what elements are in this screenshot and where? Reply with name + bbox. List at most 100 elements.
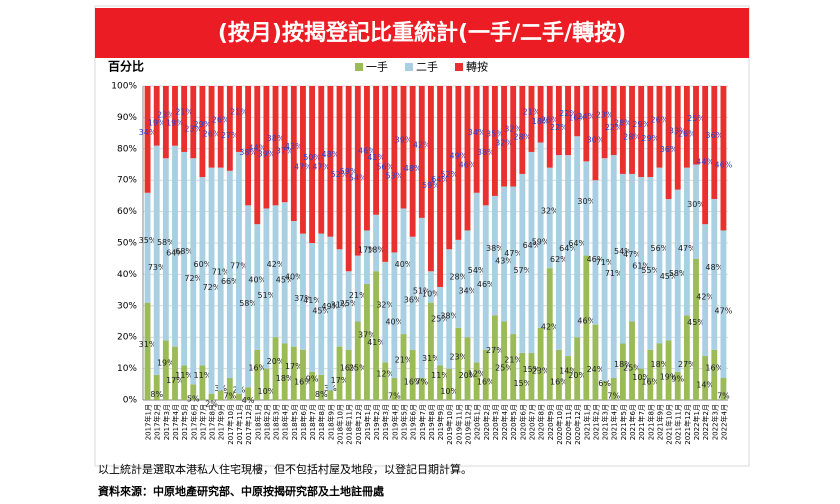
y-tick-label: 90% (117, 113, 137, 123)
bar-segment (592, 324, 599, 400)
bar-segment (702, 224, 709, 357)
data-label: 58% (157, 238, 175, 247)
data-label: 11% (431, 371, 449, 380)
data-label: 31% (331, 300, 349, 309)
bar-segment (711, 86, 718, 200)
data-label: 16% (641, 377, 659, 386)
bar-segment (482, 349, 489, 400)
bar-segment (519, 352, 526, 400)
bar-segment (656, 167, 663, 344)
bar-segment (409, 86, 416, 237)
bar-segment (245, 387, 252, 400)
data-label: 36% (404, 296, 422, 305)
data-label: 29% (632, 120, 650, 129)
x-tick-label: 2017年8月 (208, 404, 217, 440)
data-label: 40% (385, 318, 403, 327)
x-tick-label: 2018年7月 (308, 404, 317, 440)
bar-segment (354, 255, 361, 322)
data-label: 34% (468, 128, 486, 137)
bar-segment (208, 393, 215, 400)
x-tick-label: 2018年2月 (262, 404, 271, 440)
y-tick-label: 20% (117, 333, 137, 343)
bar-segment (236, 151, 242, 394)
data-label: 18% (367, 246, 385, 255)
bar-segment (455, 327, 462, 400)
bar-segment (345, 349, 352, 400)
data-label: 64% (431, 175, 449, 184)
data-label: 30% (687, 200, 705, 209)
data-label: 16% (340, 363, 358, 372)
bar-segment (592, 180, 599, 325)
x-tick-label: 2021年8月 (646, 404, 655, 440)
data-label: 10% (258, 387, 276, 396)
bar-segment (610, 378, 617, 400)
data-label: 37% (276, 147, 294, 156)
x-tick-label: 2021年9月 (655, 404, 664, 440)
data-label: 7% (415, 378, 428, 387)
data-label: 40% (395, 260, 413, 269)
data-label: 17% (166, 376, 184, 385)
bar-segment (263, 86, 270, 209)
bar-segment (263, 368, 270, 400)
data-label: 22% (559, 109, 577, 118)
data-label: 19% (660, 373, 678, 382)
data-label: 12% (376, 370, 394, 379)
data-label: 54% (614, 247, 632, 256)
source: 資料來源：中原地產研究部、中原按揭研究部及土地註冊處 (98, 484, 385, 498)
bar-segment (510, 334, 517, 400)
data-label: 45% (276, 275, 294, 284)
legend-swatch (405, 63, 413, 71)
data-label: 24% (577, 112, 595, 121)
bar-segment (281, 202, 288, 344)
bar-segment (409, 236, 416, 350)
data-label: 5% (187, 395, 200, 404)
x-tick-label: 2019年9月 (436, 404, 445, 440)
data-label: 23% (596, 111, 614, 120)
bar-segment (309, 243, 316, 372)
data-label: 47% (715, 307, 733, 316)
data-label: 41% (367, 153, 385, 162)
data-label: 17% (285, 362, 303, 371)
bar-segment (528, 86, 535, 152)
bar-segment (428, 86, 434, 272)
bar-segment (537, 327, 544, 400)
bar-segment (473, 192, 480, 363)
y-tick-label: 40% (117, 270, 137, 280)
bar-segment (491, 315, 498, 400)
data-label: 58% (239, 299, 257, 308)
bar-segment (656, 86, 663, 168)
bar-segment (153, 86, 160, 146)
data-label: 58% (669, 269, 687, 278)
data-label: 21% (504, 356, 522, 365)
data-label: 68% (175, 247, 193, 256)
bar-segment (318, 374, 325, 400)
data-label: 16% (294, 377, 312, 386)
data-label: 64% (559, 244, 577, 253)
bar-segment (546, 86, 553, 168)
bar-segment (583, 86, 590, 162)
data-label: 12% (468, 370, 486, 379)
data-label: 41% (367, 338, 385, 347)
bar-segment (336, 346, 343, 400)
data-label: 46% (577, 316, 595, 325)
x-tick-label: 2017年2月 (153, 404, 162, 440)
bar-segment (217, 390, 224, 400)
bar-segment (546, 167, 553, 269)
data-label: 22% (550, 123, 568, 132)
data-label: 16% (705, 363, 723, 372)
bar-segment (491, 195, 498, 316)
data-label: 51% (413, 286, 431, 295)
bar-segment (565, 86, 571, 156)
legend-label: 一手 (366, 60, 388, 74)
bar-segment (437, 86, 443, 287)
legend-swatch (355, 63, 363, 71)
bar-segment (711, 199, 718, 350)
bar-segment (181, 86, 188, 152)
bar-segment (290, 346, 297, 400)
data-label: 64% (568, 239, 586, 248)
bar-segment (254, 224, 261, 350)
data-label: 7% (717, 392, 730, 401)
data-label: 16% (568, 114, 586, 123)
bar-segment (446, 249, 453, 369)
data-label: 72% (203, 283, 221, 292)
